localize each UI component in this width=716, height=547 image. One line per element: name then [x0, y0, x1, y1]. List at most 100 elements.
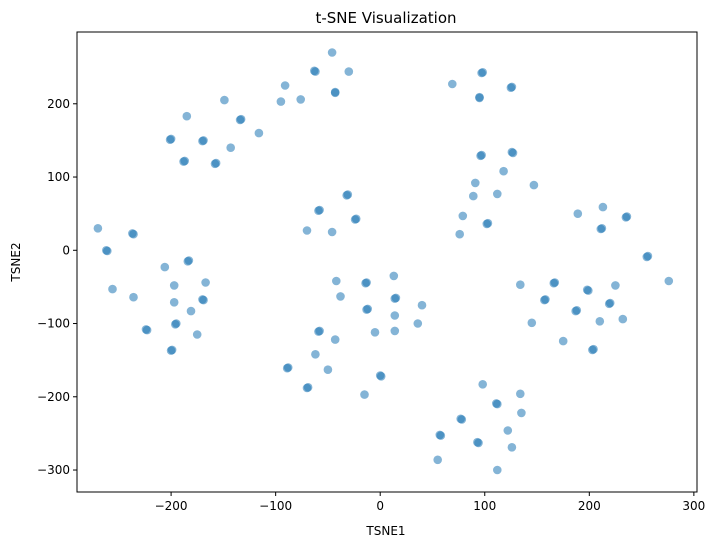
data-point — [182, 111, 192, 121]
data-point — [330, 335, 340, 344]
data-point — [540, 295, 549, 305]
data-point — [361, 278, 370, 288]
data-points — [93, 48, 674, 475]
data-point — [529, 180, 539, 190]
data-point — [362, 305, 371, 314]
x-tick-label: 300 — [682, 499, 705, 513]
data-point — [457, 415, 467, 424]
data-point — [516, 389, 525, 399]
data-point — [476, 151, 485, 161]
data-point — [332, 276, 341, 286]
y-axis-ticks: −300 −200 −100 0 100 200 — [37, 97, 77, 477]
data-point — [389, 271, 399, 281]
data-point — [436, 431, 446, 440]
data-point — [129, 229, 138, 239]
data-point — [506, 83, 516, 92]
data-point — [311, 67, 320, 76]
data-point — [588, 345, 597, 355]
data-point — [192, 330, 202, 339]
data-point — [413, 319, 423, 328]
data-point — [254, 128, 264, 138]
data-point — [517, 408, 526, 418]
x-tick-label: 200 — [578, 499, 601, 513]
data-point — [417, 300, 427, 310]
data-point — [390, 311, 400, 320]
data-point — [571, 306, 580, 316]
data-point — [93, 224, 103, 233]
data-point — [596, 224, 606, 234]
data-point — [527, 318, 537, 328]
data-point — [477, 68, 486, 78]
data-point — [493, 399, 502, 409]
y-tick-label: 100 — [47, 170, 70, 184]
data-point — [433, 455, 443, 465]
data-point — [108, 284, 117, 294]
data-point — [507, 443, 517, 452]
chart-title: t-SNE Visualization — [315, 9, 456, 27]
data-point — [642, 252, 652, 262]
data-point — [482, 219, 492, 229]
data-point — [376, 372, 386, 381]
data-point — [327, 227, 337, 237]
data-point — [503, 426, 513, 435]
data-point — [160, 262, 170, 272]
x-tick-label: 0 — [376, 499, 384, 513]
y-tick-label: 200 — [47, 97, 70, 111]
data-point — [220, 95, 229, 105]
data-point — [595, 317, 605, 326]
data-point — [573, 209, 583, 218]
data-point — [344, 67, 354, 76]
data-point — [302, 383, 312, 393]
data-point — [516, 280, 525, 290]
y-tick-label: −100 — [37, 317, 70, 331]
data-point — [360, 390, 369, 399]
data-point — [475, 93, 484, 103]
data-point — [469, 191, 478, 201]
data-point — [327, 48, 337, 57]
data-point — [169, 281, 179, 290]
data-point — [183, 257, 193, 266]
data-point — [455, 229, 465, 239]
data-point — [611, 281, 620, 290]
data-point — [314, 327, 323, 336]
data-point — [508, 148, 518, 158]
x-tick-label: 100 — [473, 499, 496, 513]
data-point — [282, 363, 292, 373]
data-point — [478, 380, 488, 389]
data-point — [474, 438, 483, 448]
data-point — [276, 97, 286, 106]
data-point — [493, 189, 502, 199]
data-point — [370, 328, 380, 337]
x-axis-label: TSNE1 — [365, 524, 405, 538]
y-tick-label: −300 — [37, 463, 70, 477]
data-point — [499, 166, 508, 176]
data-point — [179, 157, 188, 166]
data-point — [471, 178, 480, 188]
data-point — [129, 292, 138, 302]
data-point — [296, 95, 306, 104]
data-point — [618, 314, 628, 324]
data-point — [621, 213, 631, 222]
data-point — [171, 320, 180, 329]
data-point — [390, 294, 400, 303]
data-point — [458, 211, 468, 221]
data-point — [199, 295, 208, 305]
data-point — [186, 306, 196, 316]
data-point — [448, 79, 457, 89]
data-point — [342, 191, 352, 200]
data-point — [103, 246, 112, 256]
data-point — [311, 350, 320, 359]
data-point — [584, 286, 593, 295]
data-point — [169, 298, 179, 307]
data-point — [226, 143, 235, 152]
data-point — [558, 336, 568, 346]
data-point — [165, 135, 175, 144]
data-point — [390, 326, 400, 336]
data-point — [314, 206, 323, 215]
x-axis-ticks: −200 −100 0 100 200 300 — [155, 492, 705, 513]
data-point — [664, 276, 674, 286]
data-point — [598, 202, 608, 212]
x-tick-label: −100 — [259, 499, 292, 513]
plot-frame — [76, 31, 698, 493]
